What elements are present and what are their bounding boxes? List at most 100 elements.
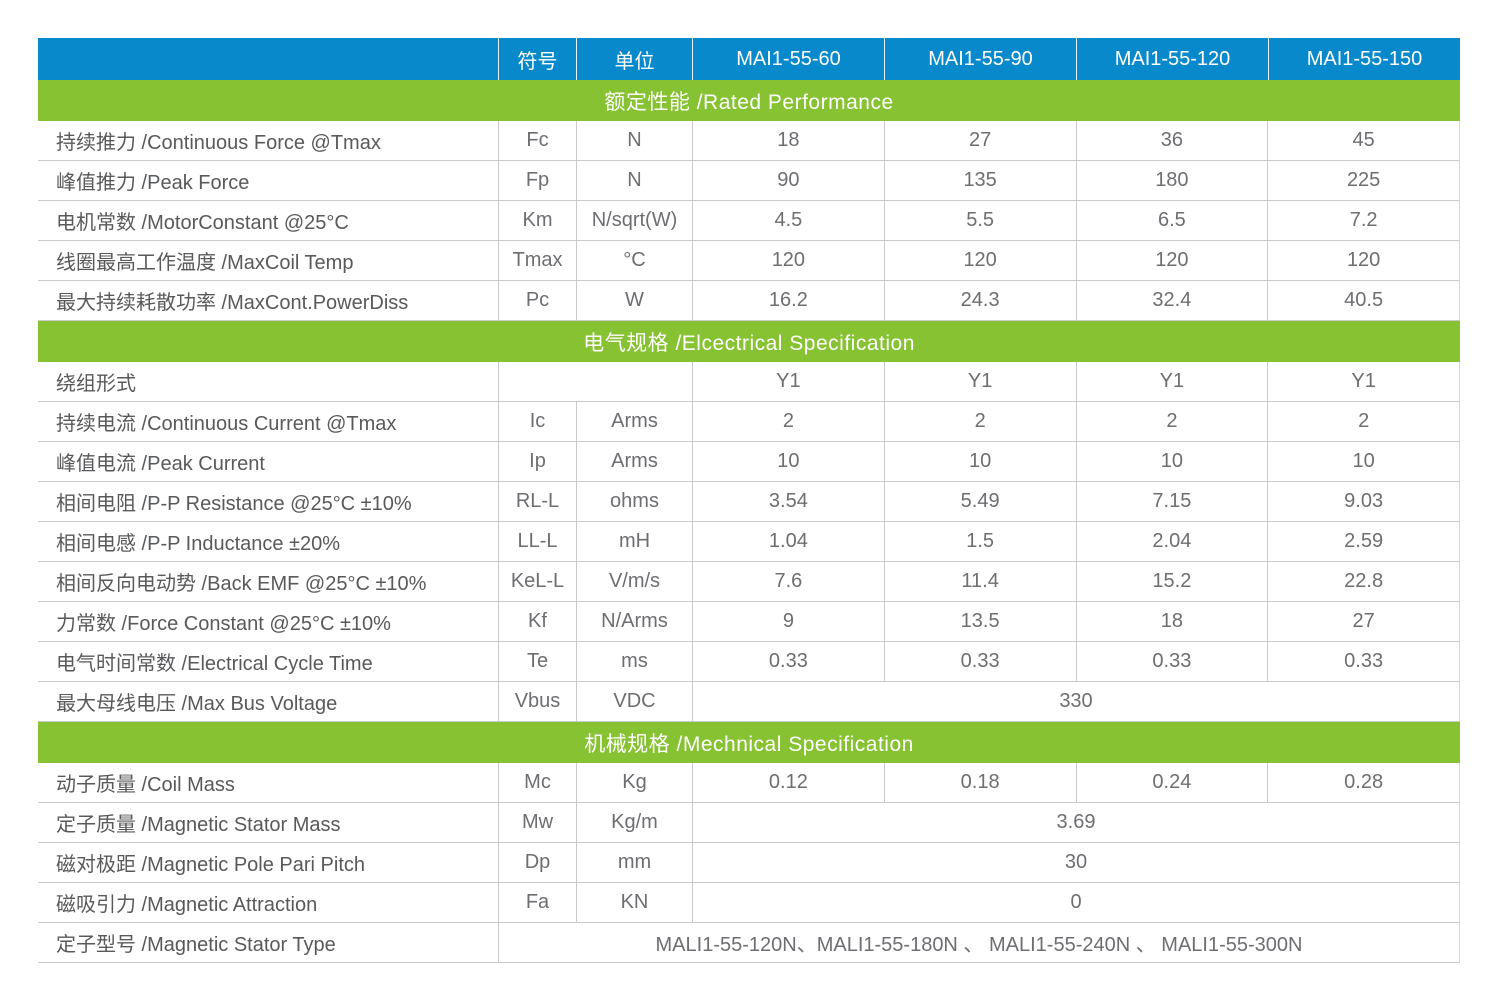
unit-cell: N/Arms: [576, 602, 692, 641]
value-cell: 10: [883, 442, 1076, 481]
value-span-cell: 30: [692, 843, 1459, 882]
unit-cell: mH: [576, 522, 692, 561]
row-label: 相间电感 /P-P Inductance ±20%: [56, 533, 341, 555]
value-cell: 120: [1075, 241, 1268, 280]
value-cell: 2.59: [1267, 522, 1459, 561]
symbol-cell: Vbus: [498, 682, 576, 721]
value-cell: 18: [1075, 602, 1268, 641]
value-cell: 5.5: [883, 201, 1076, 240]
value-span-cell: 0: [692, 883, 1459, 922]
value-cell: 11.4: [883, 562, 1076, 601]
unit-cell: V/m/s: [576, 562, 692, 601]
table-row: 动子质量 /Coil Mass Mc Kg 0.12 0.18 0.24 0.28: [38, 763, 1460, 803]
row-label: 峰值推力 /Peak Force: [56, 172, 250, 194]
value-cell: Y1: [692, 362, 884, 401]
value-cell: Y1: [883, 362, 1076, 401]
value-cell: 27: [1267, 602, 1459, 641]
row-label: 峰值电流 /Peak Current: [56, 453, 265, 475]
table-row: 相间反向电动势 /Back EMF @25°C ±10% KeL-L V/m/s 7.…: [38, 562, 1460, 602]
table-row: 持续电流 /Continuous Current @Tmax Ic Arms 2 2 2 2: [38, 402, 1460, 442]
row-label: 电机常数 /MotorConstant @25°C: [56, 212, 349, 234]
value-cell: Y1: [1267, 362, 1459, 401]
table-row: 相间电感 /P-P Inductance ±20% LL-L mH 1.04 1.5 2.…: [38, 522, 1460, 562]
header-unit-label: 单位: [576, 38, 692, 80]
value-cell: 0.33: [883, 642, 1076, 681]
value-cell: 225: [1267, 161, 1459, 200]
value-cell: 18: [692, 121, 884, 160]
value-cell: 2.04: [1075, 522, 1268, 561]
header-model-4: MAI1-55-150: [1268, 38, 1460, 80]
unit-cell: KN: [576, 883, 692, 922]
symbol-cell: RL-L: [498, 482, 576, 521]
symbol-cell: Te: [498, 642, 576, 681]
unit-cell: Kg/m: [576, 803, 692, 842]
table-row: 电机常数 /MotorConstant @25°C Km N/sqrt(W) 4.5 5…: [38, 201, 1460, 241]
value-cell: 2: [692, 402, 884, 441]
section-band: 额定性能 /Rated Performance: [38, 80, 1460, 121]
value-cell: 16.2: [692, 281, 884, 320]
value-cell: 3.54: [692, 482, 884, 521]
value-cell: 6.5: [1075, 201, 1268, 240]
value-cell: 120: [883, 241, 1076, 280]
header-model-2: MAI1-55-90: [884, 38, 1076, 80]
symbol-cell: Ic: [498, 402, 576, 441]
stator-type-span-cell: MALI1-55-120N、MALI1-55-180N 、 MALI1-55-2…: [498, 923, 1459, 962]
table-row: 相间电阻 /P-P Resistance @25°C ±10% RL-L ohms 3…: [38, 482, 1460, 522]
value-cell: 1.5: [883, 522, 1076, 561]
unit-cell: °C: [576, 241, 692, 280]
value-cell: 9.03: [1267, 482, 1459, 521]
unit-cell: W: [576, 281, 692, 320]
unit-cell: Kg: [576, 763, 692, 802]
symbol-cell: Km: [498, 201, 576, 240]
row-label: 绕组形式: [56, 373, 136, 395]
table-row: 最大持续耗散功率 /MaxCont.PowerDiss Pc W 16.2 24.3 32…: [38, 281, 1460, 321]
spec-table: 符号 单位 MAI1-55-60 MAI1-55-90 MAI1-55-120 …: [38, 38, 1460, 963]
value-cell: 10: [1267, 442, 1459, 481]
row-label: 相间电阻 /P-P Resistance @25°C ±10%: [56, 493, 412, 515]
value-cell: 7.15: [1075, 482, 1268, 521]
table-row: 电气时间常数 /Electrical Cycle Time Te ms 0.33 0.3…: [38, 642, 1460, 682]
value-cell: 0.33: [1075, 642, 1268, 681]
value-cell: 40.5: [1267, 281, 1459, 320]
unit-cell: Arms: [576, 402, 692, 441]
row-label: 线圈最高工作温度 /MaxCoil Temp: [56, 252, 354, 274]
table-row: 线圈最高工作温度 /MaxCoil Temp Tmax °C 120 120 120 120: [38, 241, 1460, 281]
row-label: 定子质量 /Magnetic Stator Mass: [56, 814, 341, 836]
unit-cell: N/sqrt(W): [576, 201, 692, 240]
value-cell: 90: [692, 161, 884, 200]
row-label: 持续推力 /Continuous Force @Tmax: [56, 132, 381, 154]
table-row: 磁对极距 /Magnetic Pole Pari Pitch Dp mm 30: [38, 843, 1460, 883]
symbol-cell: Pc: [498, 281, 576, 320]
section-band: 电气规格 /Elcectrical Specification: [38, 321, 1460, 362]
value-cell: 0.18: [883, 763, 1076, 802]
symbol-cell: Fa: [498, 883, 576, 922]
value-cell: 15.2: [1075, 562, 1268, 601]
symbol-cell: Fp: [498, 161, 576, 200]
value-cell: 5.49: [883, 482, 1076, 521]
row-label: 相间反向电动势 /Back EMF @25°C ±10%: [56, 573, 427, 595]
value-cell: 120: [1267, 241, 1459, 280]
unit-cell: VDC: [576, 682, 692, 721]
value-cell: 1.04: [692, 522, 884, 561]
unit-cell: mm: [576, 843, 692, 882]
section-title: 机械规格 /Mechnical Specification: [584, 732, 914, 756]
header-model-1: MAI1-55-60: [692, 38, 884, 80]
header-symbol-label: 符号: [498, 38, 576, 80]
section-band: 机械规格 /Mechnical Specification: [38, 722, 1460, 763]
row-label: 最大持续耗散功率 /MaxCont.PowerDiss: [56, 292, 409, 314]
value-cell: 7.2: [1267, 201, 1459, 240]
row-label: 定子型号 /Magnetic Stator Type: [56, 934, 336, 956]
table-row: 峰值推力 /Peak Force Fp N 90 135 180 225: [38, 161, 1460, 201]
value-span-cell: 330: [692, 682, 1459, 721]
symbol-cell: KeL-L: [498, 562, 576, 601]
value-cell: 0.28: [1267, 763, 1459, 802]
table-row: 峰值电流 /Peak Current Ip Arms 10 10 10 10: [38, 442, 1460, 482]
unit-cell: ohms: [576, 482, 692, 521]
value-cell: 2: [1075, 402, 1268, 441]
row-label: 电气时间常数 /Electrical Cycle Time: [56, 653, 373, 675]
table-row: 定子型号 /Magnetic Stator Type MALI1-55-120N、…: [38, 923, 1460, 963]
table-body: 额定性能 /Rated Performance 持续推力 /Continuous …: [38, 80, 1460, 963]
symbol-cell: Tmax: [498, 241, 576, 280]
value-cell: 0.24: [1075, 763, 1268, 802]
